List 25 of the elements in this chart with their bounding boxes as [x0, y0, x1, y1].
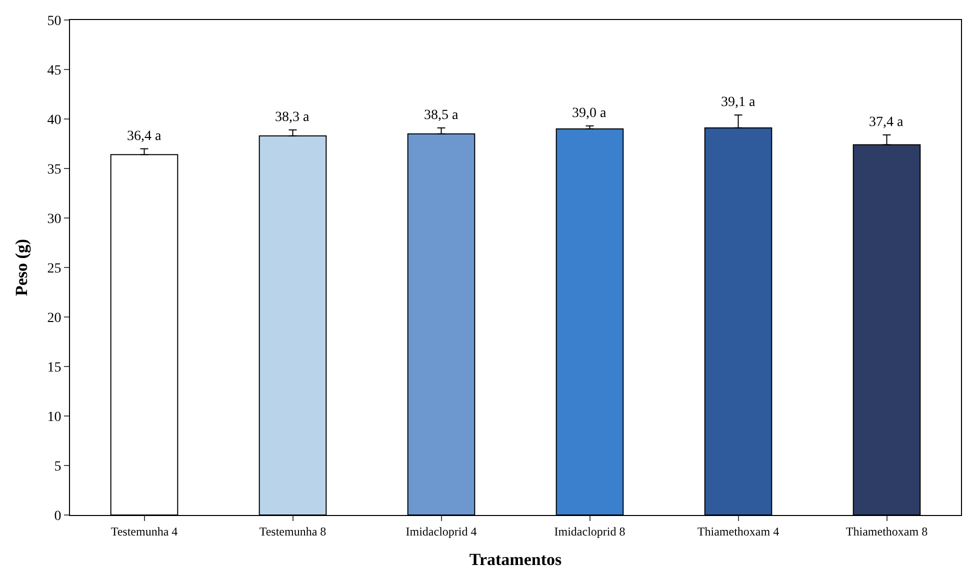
y-tick-label: 45 [47, 63, 62, 78]
x-tick-label: Testemunha 8 [259, 524, 326, 538]
y-tick-label: 20 [47, 310, 62, 326]
x-tick-label: Thiamethoxam 4 [697, 524, 780, 538]
x-tick-label: Thiamethoxam 8 [846, 524, 928, 538]
x-tick-label: Testemunha 4 [110, 524, 178, 538]
data-label: 38,5 a [424, 108, 459, 123]
y-axis-title: Peso (g) [12, 238, 31, 296]
y-tick-label: 50 [47, 14, 62, 29]
x-tick-label: Imidacloprid 8 [554, 524, 626, 538]
y-tick-label: 35 [47, 162, 62, 178]
y-tick-label: 40 [47, 112, 62, 128]
data-label: 39,0 a [572, 106, 607, 121]
data-label: 38,3 a [275, 110, 310, 125]
data-label: 36,4 a [127, 129, 162, 144]
y-tick-label: 15 [47, 360, 62, 376]
y-tick-label: 5 [54, 459, 62, 474]
x-axis-title: Tratamentos [469, 550, 562, 569]
x-tick-label: Imidacloprid 4 [406, 524, 477, 538]
data-label: 37,4 a [869, 115, 904, 130]
y-tick-label: 25 [47, 261, 62, 276]
y-tick-label: 30 [47, 212, 62, 227]
y-tick-label: 10 [47, 410, 62, 425]
data-label: 39,1 a [721, 95, 756, 110]
y-tick-label: 0 [54, 508, 62, 524]
